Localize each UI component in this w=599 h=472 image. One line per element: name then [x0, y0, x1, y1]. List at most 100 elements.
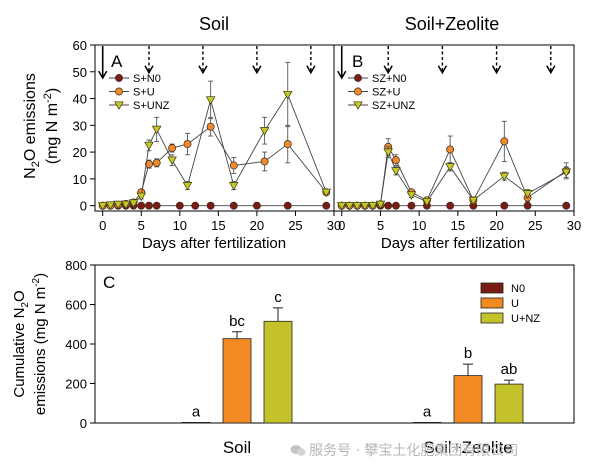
data-point	[391, 156, 400, 165]
data-point	[406, 191, 417, 200]
y-tick-label: 800	[65, 258, 87, 273]
y-tick-label: 200	[65, 377, 87, 392]
data-point	[191, 201, 200, 210]
bar	[181, 422, 211, 424]
data-point	[136, 192, 147, 202]
fertilization-arrow-head	[306, 65, 316, 75]
panel-a-ylabel: N2O emissions	[22, 73, 42, 179]
data-point	[360, 202, 370, 211]
panel-b-title: Soil+Zeolite	[405, 14, 500, 34]
panel-a-letter: A	[111, 52, 123, 71]
legend-swatch	[480, 312, 504, 324]
series-line	[341, 140, 567, 207]
data-point	[260, 157, 269, 166]
x-tick-label: 20	[489, 218, 503, 233]
x-tick-label: 10	[412, 218, 426, 233]
legend-marker	[353, 101, 363, 110]
data-point	[375, 200, 386, 210]
x-tick-label: 30	[567, 218, 581, 233]
panel-b: 0 5 10 15 20 25 30 B SZ+N0 SZ+USZ+UNZ	[333, 44, 581, 233]
watermark-text: 服务号 · 攀宝土化肥集团有限公司	[309, 443, 519, 459]
data-point	[283, 201, 292, 210]
data-point	[113, 200, 123, 210]
data-point	[128, 199, 139, 208]
y-tick-label: 30	[73, 118, 87, 133]
data-point	[183, 140, 192, 149]
x-tick-label: 0	[338, 218, 345, 233]
data-point	[446, 201, 455, 210]
bar	[494, 383, 524, 424]
data-point	[391, 201, 400, 210]
panel-c-letter: C	[103, 273, 115, 292]
x-tick-label: 30	[327, 218, 341, 233]
fertilization-arrow-head	[546, 65, 556, 75]
data-point	[562, 201, 571, 210]
data-point	[229, 201, 238, 210]
data-point	[500, 201, 509, 210]
legend-swatch	[480, 297, 504, 309]
panel-a-title: Soil	[199, 14, 229, 34]
data-point	[336, 202, 347, 211]
data-point	[522, 190, 533, 199]
legend-marker	[115, 87, 123, 96]
fertilization-arrow-head	[252, 65, 262, 75]
data-point	[446, 145, 455, 154]
x-tick-label: 10	[173, 218, 187, 233]
y-tick-label: 10	[73, 172, 87, 187]
legend-marker	[354, 87, 362, 96]
data-point	[259, 127, 270, 136]
data-point	[500, 137, 509, 146]
data-point	[383, 148, 393, 158]
legend-label: SZ+N0	[372, 73, 407, 85]
x-tick-label: 15	[211, 218, 225, 233]
watermark: 服务号 · 攀宝土化肥集团有限公司	[290, 440, 518, 460]
y-tick-label: 0	[80, 416, 87, 431]
x-tick-label: 25	[528, 218, 542, 233]
x-tick-label: 25	[288, 218, 302, 233]
y-tick-label: 20	[73, 145, 87, 160]
fertilization-arrow-head	[491, 65, 502, 75]
data-point	[97, 202, 108, 211]
significance-letter: ab	[501, 361, 518, 378]
data-point	[468, 196, 479, 206]
legend-marker	[354, 74, 362, 82]
legend-label: S+UNZ	[133, 100, 170, 112]
x-tick-label: 0	[99, 218, 106, 233]
data-point	[175, 201, 184, 210]
panel-b-letter: B	[352, 52, 363, 71]
data-point	[182, 182, 193, 191]
fertilization-arrow-head	[98, 70, 108, 80]
significance-letter: bc	[229, 313, 245, 330]
panel-c-xcat-soil-zeolite: Soil+Zeolite	[423, 438, 512, 457]
data-point	[352, 202, 363, 211]
data-point	[283, 140, 292, 149]
significance-letter: c	[274, 289, 282, 306]
y-tick-label: 400	[65, 337, 87, 352]
legend-swatch	[480, 282, 504, 294]
legend-label: S+U	[133, 87, 155, 99]
data-point	[252, 201, 261, 210]
x-tick-label: 5	[377, 218, 384, 233]
data-point	[144, 141, 154, 151]
data-point	[229, 161, 238, 170]
data-point	[391, 167, 401, 176]
legend-marker	[114, 101, 124, 110]
data-point	[445, 163, 455, 172]
fertilization-arrow-head	[383, 65, 393, 75]
legend-label: U+NZ	[511, 313, 540, 325]
data-point	[499, 172, 510, 182]
fertilization-arrow-head	[144, 65, 154, 75]
x-tick-label: 5	[138, 218, 145, 233]
data-point	[206, 201, 215, 210]
fertilization-arrow-head	[198, 65, 208, 75]
data-point	[167, 156, 177, 166]
data-point	[344, 202, 355, 211]
data-point	[561, 168, 572, 178]
panel-a-ylabel-units: (mg N m-2)	[42, 88, 61, 164]
y-tick-label: 40	[73, 92, 87, 107]
data-point	[367, 202, 378, 211]
data-point	[206, 122, 215, 131]
legend-label: S+N0	[133, 73, 161, 85]
data-point	[152, 201, 161, 210]
